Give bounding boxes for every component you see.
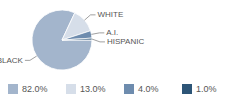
- html-text:82.0%: 82.0%: [22, 84, 48, 94]
- html-text:4.0%: 4.0%: [138, 84, 159, 94]
- svg-text:BLACK: BLACK: [8, 56, 24, 65]
- html-text:13.0%: 13.0%: [80, 84, 106, 94]
- svg-text:WHITE: WHITE: [98, 10, 124, 19]
- html-text:1.0%: 1.0%: [196, 84, 217, 94]
- svg-text:HISPANIC: HISPANIC: [107, 37, 144, 46]
- svg-text:A.I.: A.I.: [106, 28, 118, 37]
